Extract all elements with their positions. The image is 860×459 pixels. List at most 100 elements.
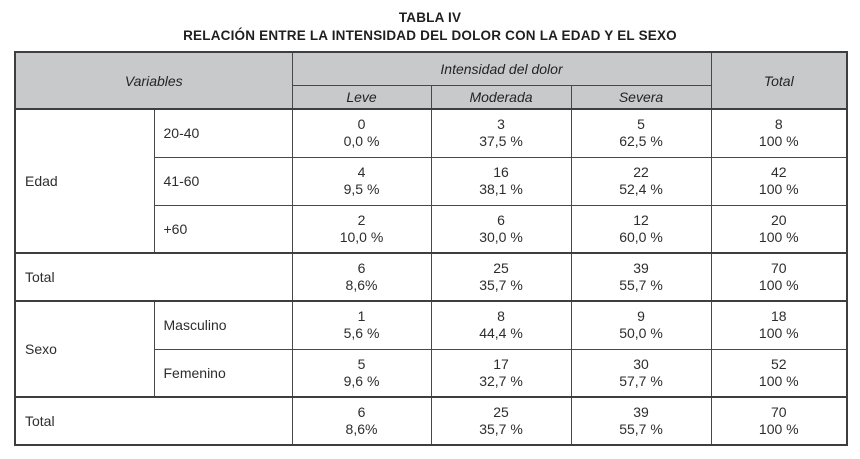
header-moderada: Moderada [430,84,572,110]
cell-percent: 32,7 % [479,372,523,389]
cell-percent: 35,7 % [479,277,523,294]
cell-count: 39 [633,404,649,421]
cell-count: 4 [357,164,366,181]
cell-percent: 9,5 % [343,181,380,198]
cell-percent: 5,6 % [343,325,380,342]
header-total: Total [710,51,848,110]
cell-percent: 100 % [758,421,799,438]
cell-moderada: 25 35,7 % [430,252,572,302]
cell-count: 5 [357,355,366,372]
total-label-edad: Total [14,252,293,302]
cell-moderada: 17 32,7 % [430,348,572,398]
cell-count: 6 [357,404,366,421]
cell-percent: 100 % [758,133,799,150]
cell-total: 20 100 % [710,204,848,254]
cell-count: 16 [493,164,509,181]
cell-leve: 5 9,6 % [291,348,432,398]
table-row-edad-41-60: 41-60 4 9,5 % 16 38,1 % 22 52,4 % 42 100… [15,156,848,206]
header-variables: Variables [14,51,293,110]
cell-percent: 100 % [758,277,799,294]
cell-moderada: 16 38,1 % [430,156,572,206]
cell-count: 20 [770,211,787,228]
header-severa: Severa [570,84,712,110]
cell-count: 18 [770,308,787,325]
cell-percent: 100 % [758,228,799,245]
cell-percent: 9,6 % [343,372,380,389]
group-label-edad: Edad [14,108,155,254]
cell-percent: 100 % [758,325,799,342]
cell-percent: 8,6% [345,277,378,294]
cell-count: 2 [357,211,366,228]
cell-moderada: 8 44,4 % [430,300,572,350]
cell-count: 0 [357,116,366,133]
cell-count: 9 [637,308,645,325]
cell-percent: 100 % [758,181,799,198]
cell-severa: 9 50,0 % [570,300,712,350]
cell-count: 42 [770,164,787,181]
cell-moderada: 6 30,0 % [430,204,572,254]
cell-percent: 30,0 % [479,228,523,245]
table-row-sexo-femenino: Femenino 5 9,6 % 17 32,7 % 30 57,7 % 52 … [15,348,848,398]
cell-total: 52 100 % [710,348,848,398]
cell-count: 17 [493,355,509,372]
cell-percent: 44,4 % [479,325,523,342]
cell-total: 8 100 % [710,108,848,158]
header-intensidad-del-dolor: Intensidad del dolor [291,51,712,86]
cell-percent: 37,5 % [479,133,523,150]
cell-count: 3 [497,116,505,133]
cell-count: 1 [357,308,366,325]
cell-count: 39 [633,260,649,277]
cell-count: 8 [497,308,505,325]
total-label-sexo: Total [14,396,293,446]
cell-count: 8 [774,116,783,133]
group-label-sexo: Sexo [14,300,155,398]
cell-total: 70 100 % [710,396,848,446]
title-block: TABLA IV RELACIÓN ENTRE LA INTENSIDAD DE… [0,0,860,44]
cell-percent: 55,7 % [619,421,663,438]
cell-moderada: 3 37,5 % [430,108,572,158]
cell-count: 6 [357,260,366,277]
cell-percent: 35,7 % [479,421,523,438]
cell-percent: 62,5 % [619,133,663,150]
cell-percent: 60,0 % [619,228,663,245]
row-label-60plus: +60 [153,204,293,254]
cell-severa: 5 62,5 % [570,108,712,158]
cell-percent: 8,6% [345,421,378,438]
cell-count: 70 [770,260,787,277]
cell-severa: 22 52,4 % [570,156,712,206]
table-subtitle: RELACIÓN ENTRE LA INTENSIDAD DEL DOLOR C… [183,27,677,43]
cell-count: 6 [497,211,505,228]
cell-severa: 12 60,0 % [570,204,712,254]
cell-count: 70 [770,404,787,421]
cell-moderada: 25 35,7 % [430,396,572,446]
cell-count: 25 [493,260,509,277]
cell-count: 12 [633,211,649,228]
cell-count: 5 [637,116,645,133]
cell-severa: 39 55,7 % [570,252,712,302]
table-title: TABLA IV [398,10,462,25]
cell-percent: 38,1 % [479,181,523,198]
relacion-dolor-table: Variables Intensidad del dolor Total Lev… [14,51,849,447]
cell-leve: 4 9,5 % [291,156,432,206]
cell-percent: 57,7 % [619,372,663,389]
cell-leve: 2 10,0 % [291,204,432,254]
table-row-edad-20-40: Edad 20-40 0 0,0 % 3 37,5 % 5 62,5 % 8 1… [14,108,848,254]
table-row-sexo-masculino: Sexo Masculino 1 5,6 % 8 44,4 % 9 50,0 %… [14,300,848,398]
cell-total: 18 100 % [710,300,848,350]
cell-severa: 39 55,7 % [570,396,712,446]
cell-percent: 50,0 % [619,325,663,342]
table-row-edad-60plus: +60 2 10,0 % 6 30,0 % 12 60,0 % 20 100 % [15,204,848,254]
cell-count: 22 [633,164,649,181]
cell-count: 52 [770,355,787,372]
table-row-total-edad: Total 6 8,6% 25 35,7 % 39 55,7 % 70 100 … [14,252,848,302]
cell-percent: 10,0 % [339,228,384,245]
cell-leve: 0 0,0 % [291,108,432,158]
row-label-femenino: Femenino [153,348,293,398]
table-row-total-sexo: Total 6 8,6% 25 35,7 % 39 55,7 % 70 100 … [14,396,848,446]
row-label-masculino: Masculino [153,300,293,350]
cell-percent: 55,7 % [619,277,663,294]
cell-percent: 100 % [758,372,799,389]
cell-severa: 30 57,7 % [570,348,712,398]
cell-count: 25 [493,404,509,421]
